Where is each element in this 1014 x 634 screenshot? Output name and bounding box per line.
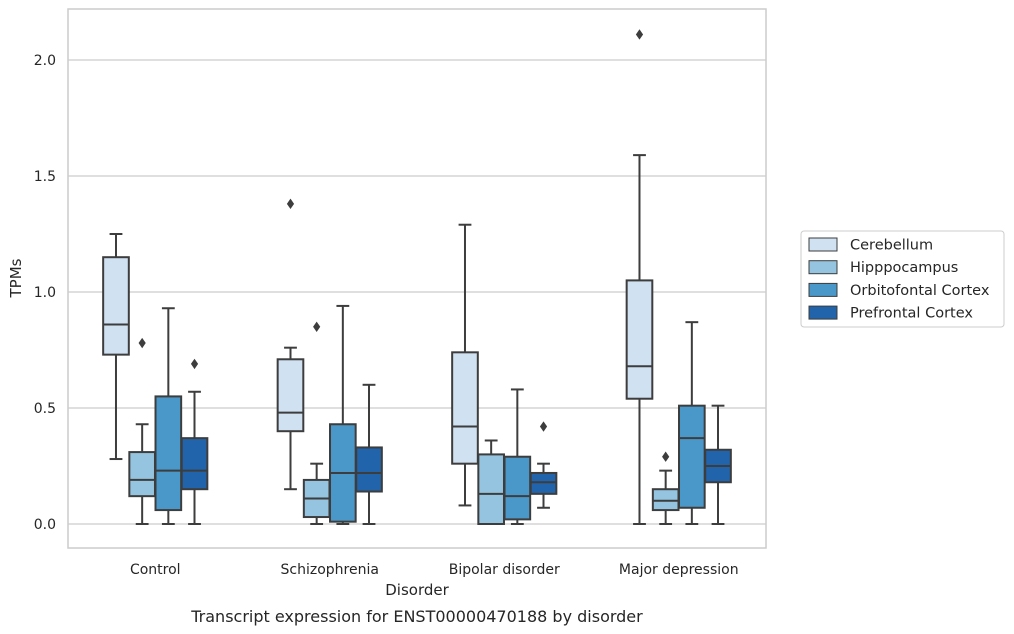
legend-label: Cerebellum xyxy=(850,238,933,254)
legend-label: Prefrontal Cortex xyxy=(850,306,973,322)
box-hipppocampus-bipolar-disorder xyxy=(477,439,505,525)
legend-label: Orbitofontal Cortex xyxy=(850,283,990,299)
x-tick-label: Major depression xyxy=(619,562,739,578)
box-iqr xyxy=(503,455,532,521)
legend-label: Hipppocampus xyxy=(850,260,958,276)
x-tick-label: Schizophrenia xyxy=(281,562,379,578)
box-iqr xyxy=(154,395,183,512)
x-axis-title: Disorder xyxy=(385,581,449,599)
box-prefrontal-cortex-major-depression xyxy=(704,404,732,525)
y-tick-label: 2.0 xyxy=(34,53,56,69)
outlier-point xyxy=(635,29,644,40)
box-hipppocampus-major-depression xyxy=(651,451,680,525)
x-axis-ticks: Control Schizophrenia Bipolar disorder Majo… xyxy=(130,562,739,578)
box-prefrontal-cortex-control xyxy=(180,358,209,525)
box-prefrontal-cortex-bipolar-disorder xyxy=(529,421,558,509)
box-hipppocampus-control xyxy=(128,337,156,525)
box-cerebellum-schizophrenia xyxy=(276,198,305,491)
box-orbitofontal-cortex-bipolar-disorder xyxy=(503,388,532,525)
legend-swatch xyxy=(808,305,838,320)
legend: Cerebellum Hipppocampus Orbitofontal Corte… xyxy=(800,230,1005,328)
box-orbitofontal-cortex-major-depression xyxy=(678,321,706,525)
legend-swatch xyxy=(808,260,838,275)
outlier-point xyxy=(190,358,199,370)
box-iqr xyxy=(678,404,706,509)
box-cerebellum-bipolar-disorder xyxy=(451,223,479,507)
plot-frame xyxy=(67,8,767,549)
box-iqr xyxy=(477,453,505,525)
x-tick-label: Control xyxy=(130,562,181,578)
y-tick-label: 1.0 xyxy=(34,285,56,301)
box-hipppocampus-schizophrenia xyxy=(302,321,331,525)
y-tick-label: 0.5 xyxy=(34,401,56,417)
box-iqr xyxy=(102,256,130,356)
outlier-point xyxy=(138,337,146,349)
x-tick-label: Bipolar disorder xyxy=(449,562,560,578)
box-iqr xyxy=(355,446,383,493)
grid-lines xyxy=(68,59,766,525)
box-cerebellum-major-depression xyxy=(625,29,654,525)
legend-frame xyxy=(800,230,1005,328)
outlier-point xyxy=(539,421,548,432)
legend-swatch xyxy=(808,237,838,252)
y-tick-label: 1.5 xyxy=(34,169,56,185)
box-iqr xyxy=(451,351,479,465)
chart-caption: Transcript expression for ENST0000047018… xyxy=(190,607,643,626)
box-iqr xyxy=(529,471,558,495)
y-axis-ticks: 0.0 0.5 1.0 1.5 2.0 xyxy=(34,53,56,533)
legend-swatch xyxy=(808,282,838,297)
y-tick-label: 0.0 xyxy=(34,517,56,533)
box-iqr xyxy=(651,488,680,512)
box-iqr xyxy=(180,437,209,491)
outlier-point xyxy=(662,451,670,462)
box-plot-series xyxy=(102,29,732,525)
outlier-point xyxy=(313,321,321,332)
box-iqr xyxy=(128,451,156,498)
box-iqr xyxy=(625,279,654,400)
box-orbitofontal-cortex-schizophrenia xyxy=(329,304,357,525)
box-iqr xyxy=(276,358,305,433)
box-prefrontal-cortex-schizophrenia xyxy=(355,383,383,525)
box-cerebellum-control xyxy=(102,233,130,461)
box-orbitofontal-cortex-control xyxy=(154,307,183,525)
outlier-point xyxy=(286,198,295,210)
y-axis-title: TPMs xyxy=(7,258,25,298)
